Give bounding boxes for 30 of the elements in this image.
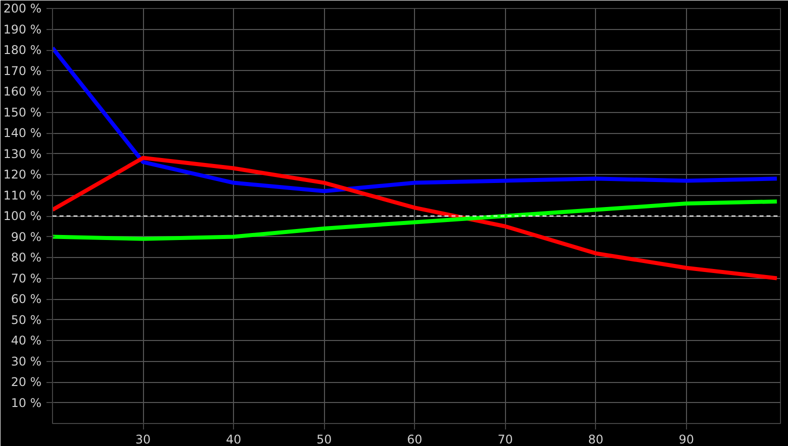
y-tick-label: 120 % <box>3 168 42 182</box>
line-series <box>52 199 779 241</box>
y-tick-label: 170 % <box>3 64 42 78</box>
x-tick-label: 60 <box>407 432 422 446</box>
y-tick-label: 160 % <box>3 84 42 98</box>
y-tick-label: 20 % <box>11 375 42 389</box>
x-tick-label: 40 <box>226 432 242 446</box>
y-tick-label: 40 % <box>11 334 42 348</box>
x-tick-label: 70 <box>498 432 513 446</box>
y-tick-label: 180 % <box>3 43 42 57</box>
y-tick-label: 50 % <box>11 312 42 327</box>
y-tick-label: 110 % <box>3 188 42 202</box>
line-series <box>52 46 779 194</box>
x-tick-label: 30 <box>135 432 151 446</box>
y-tick-label: 80 % <box>11 250 42 264</box>
y-tick-label: 140 % <box>3 126 42 140</box>
y-tick-label: 90 % <box>11 230 42 244</box>
x-tick-label: 80 <box>588 432 604 446</box>
line-series <box>52 156 779 280</box>
y-tick-label: 150 % <box>3 105 42 120</box>
y-tick-label: 190 % <box>3 22 42 36</box>
y-tick-label: 100 % <box>3 209 42 223</box>
y-tick-label: 60 % <box>11 292 42 306</box>
y-tick-label: 10 % <box>11 396 42 410</box>
y-tick-label: 130 % <box>3 146 42 161</box>
y-tick-label: 70 % <box>11 271 42 286</box>
x-tick-label: 50 <box>316 432 332 446</box>
x-tick-label: 90 <box>678 432 694 446</box>
y-tick-label: 200 % <box>3 2 42 16</box>
y-tick-label: 30 % <box>11 354 42 368</box>
